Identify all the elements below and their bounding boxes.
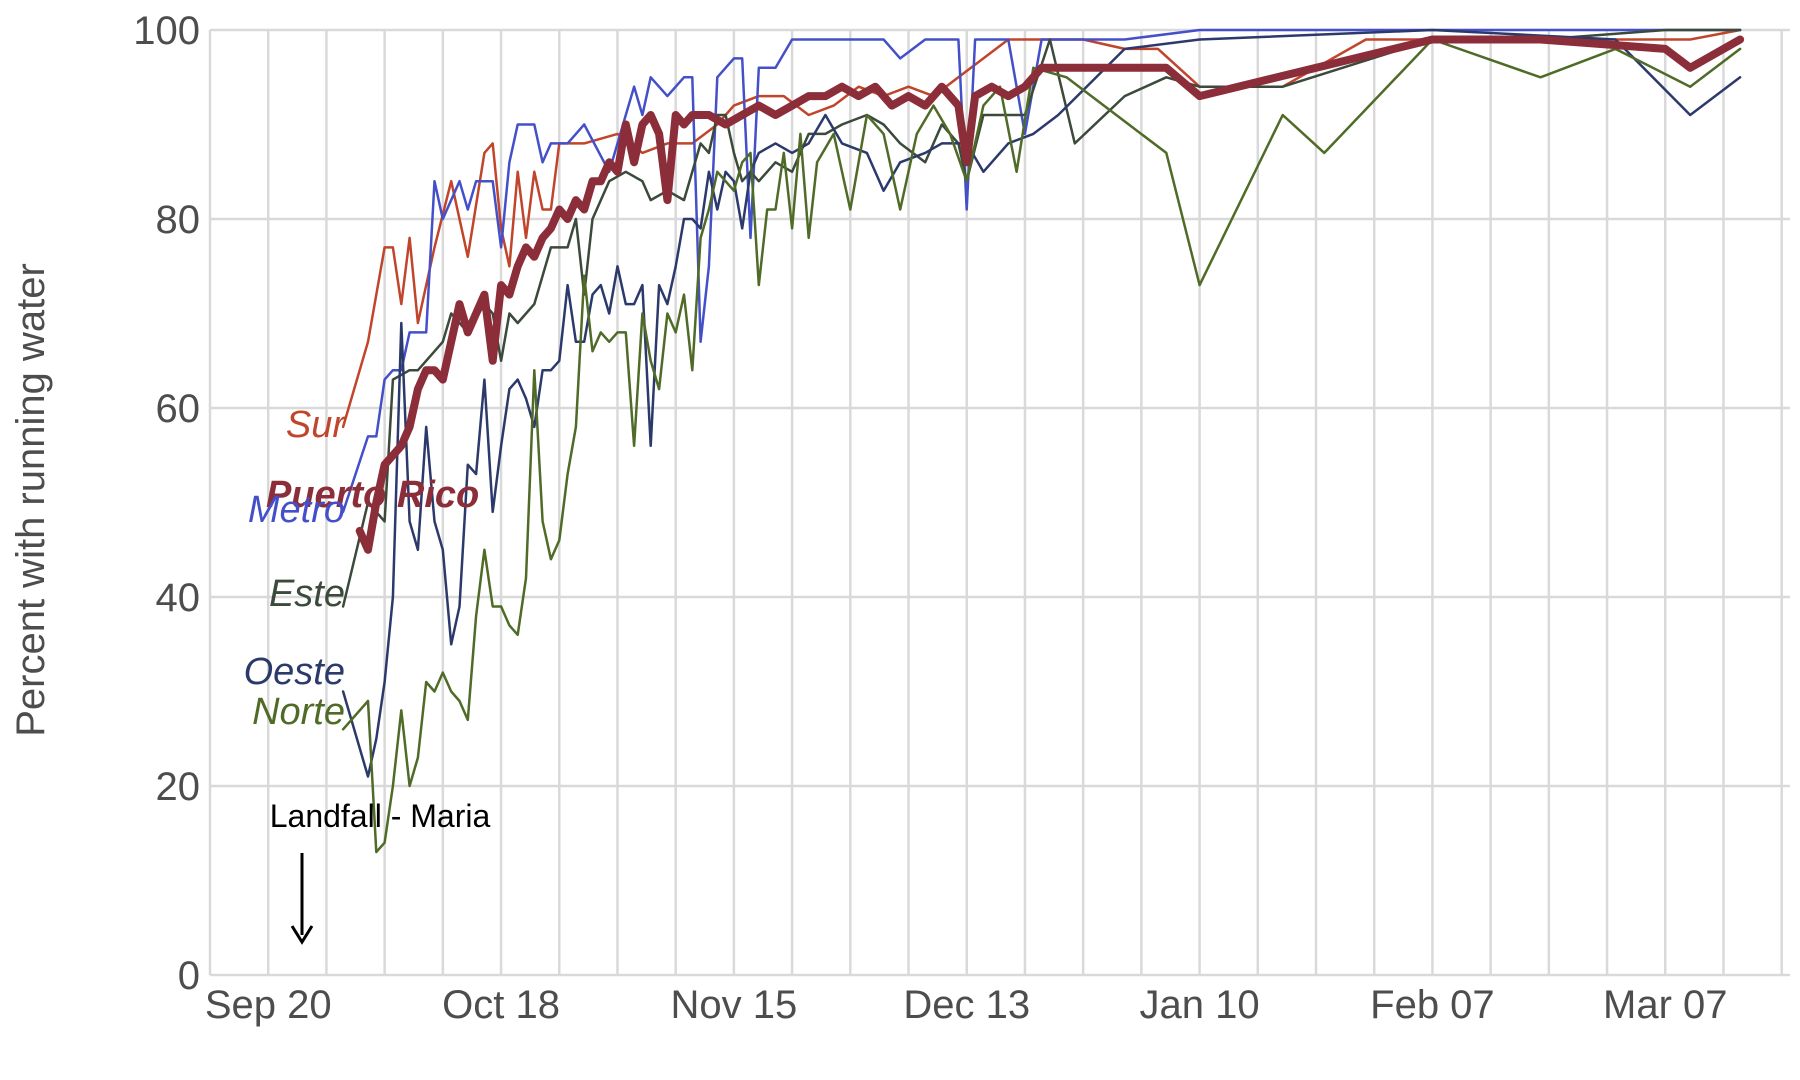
series-label-norte: Norte [252,691,345,733]
series-line-este [341,28,1742,608]
grid [208,28,1790,977]
series-line-puerto-rico [355,35,1745,554]
y-tick-label: 100 [133,9,200,53]
x-axis-ticks: Sep 20 Oct 18 Nov 15 Dec 13 Jan 10 Feb 07 Mar … [205,983,1728,1027]
series-label-oeste: Oeste [244,651,345,693]
y-tick-label: 60 [156,387,201,431]
annotation-arrow-head [290,925,314,945]
x-tick-label: Dec 13 [903,983,1030,1027]
y-axis-title: Percent with running water [9,263,53,737]
y-tick-label: 80 [156,198,201,242]
series-line-metro [341,28,1742,514]
series-label-sur: Sur [286,404,346,446]
x-tick-label: Nov 15 [671,983,798,1027]
x-tick-label: Feb 07 [1370,983,1495,1027]
series-label-metro: Metro [248,489,345,531]
x-tick-label: Sep 20 [205,983,332,1027]
annotation-text: Landfall - Maria [270,798,491,834]
y-tick-label: 20 [156,765,201,809]
series-label-puerto-rico: Puerto Rico [266,474,479,516]
series-label-este: Este [269,573,345,615]
x-tick-label: Mar 07 [1603,983,1728,1027]
series-line-sur [341,28,1742,429]
y-tick-label: 40 [156,576,201,620]
y-tick-label: 0 [178,954,200,998]
x-tick-label: Jan 10 [1140,983,1260,1027]
series-line-oeste [341,28,1742,778]
series-lines [341,28,1745,854]
y-axis-ticks: 0 20 40 60 80 100 [133,9,200,998]
x-tick-label: Oct 18 [442,983,560,1027]
series-line-norte [341,38,1742,854]
landfall-annotation: Landfall - Maria [270,798,491,945]
